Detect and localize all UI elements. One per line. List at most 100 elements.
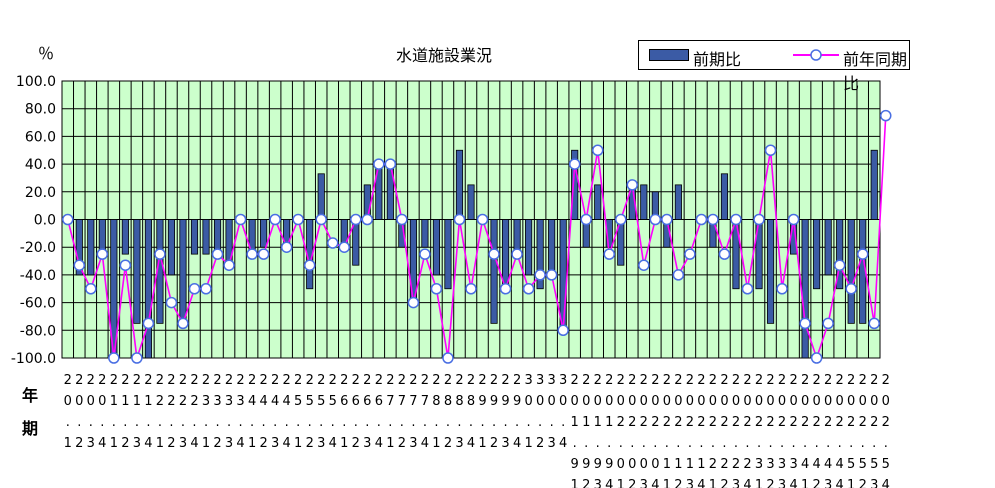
x-tick-label: 1 xyxy=(294,436,302,451)
point-yoy xyxy=(522,283,535,295)
x-tick-label: . xyxy=(815,436,819,451)
x-tick-label: 1 xyxy=(156,436,164,451)
x-tick-label: . xyxy=(757,436,761,451)
x-tick-label: 2 xyxy=(386,373,394,388)
bar-qoq xyxy=(501,219,510,290)
x-tick-label: 4 xyxy=(271,394,279,409)
x-tick-label: 2 xyxy=(283,373,291,388)
x-tick-label: 0 xyxy=(524,394,532,409)
bar-qoq xyxy=(594,184,602,220)
x-tick-label: 5 xyxy=(870,457,878,472)
x-tick-label: 3 xyxy=(824,478,832,488)
point-yoy xyxy=(234,213,247,226)
x-tick-label: 2 xyxy=(628,373,636,388)
legend-label-qoq: 前期比 xyxy=(693,50,742,69)
x-tick-label: 0 xyxy=(882,394,890,409)
x-tick-label: 4 xyxy=(259,394,267,409)
x-tick-label: 2 xyxy=(766,373,774,388)
x-tick-label: 2 xyxy=(87,373,95,388)
x-tick-label: 9 xyxy=(594,457,602,472)
x-tick-label: 2 xyxy=(478,373,486,388)
x-tick-label: 2 xyxy=(259,436,267,451)
x-tick-label: 4 xyxy=(836,457,844,472)
x-tick-label: 2 xyxy=(75,373,83,388)
x-tick-label: 2 xyxy=(720,478,728,488)
bar-qoq xyxy=(432,219,441,276)
x-tick-label: 0 xyxy=(651,457,659,472)
x-tick-label: . xyxy=(676,436,680,451)
x-tick-label: 0 xyxy=(720,394,728,409)
x-tick-label: . xyxy=(538,415,542,430)
x-tick-label: . xyxy=(262,415,266,430)
x-tick-label: 2 xyxy=(836,415,844,430)
x-tick-label: . xyxy=(112,415,116,430)
x-tick-label: 1 xyxy=(582,415,590,430)
x-tick-label: 1 xyxy=(755,478,763,488)
bar-qoq xyxy=(317,173,325,220)
y-tick-label: 100.0 xyxy=(16,74,56,90)
x-tick-label: . xyxy=(469,415,473,430)
x-tick-label: 2 xyxy=(720,373,728,388)
x-tick-label: 2 xyxy=(167,436,175,451)
x-tick-label: 2 xyxy=(859,415,867,430)
x-tick-label: 0 xyxy=(559,394,567,409)
x-tick-label: 1 xyxy=(121,394,129,409)
x-tick-label: 4 xyxy=(283,436,291,451)
point-yoy xyxy=(280,241,293,253)
x-tick-label: 0 xyxy=(605,394,613,409)
x-tick-label: 0 xyxy=(674,394,682,409)
bar-qoq xyxy=(571,149,579,220)
x-tick-label: 3 xyxy=(640,478,648,488)
x-tick-label: 0 xyxy=(536,394,544,409)
x-tick-label: 3 xyxy=(548,373,556,388)
x-tick-label: 4 xyxy=(824,457,832,472)
x-tick-label: . xyxy=(826,436,830,451)
point-yoy xyxy=(880,109,892,122)
point-yoy xyxy=(246,248,258,260)
y-tick-label: 40.0 xyxy=(25,157,56,173)
bar-qoq xyxy=(260,219,268,248)
x-tick-label: 2 xyxy=(490,373,498,388)
x-tick-label: 2 xyxy=(605,373,613,388)
x-tick-label: 0 xyxy=(847,394,855,409)
x-tick-label: 3 xyxy=(202,394,210,409)
x-tick-label: . xyxy=(377,415,381,430)
x-tick-label: 0 xyxy=(663,394,671,409)
point-yoy xyxy=(718,248,731,260)
x-tick-label: 2 xyxy=(582,373,590,388)
x-tick-label: 1 xyxy=(663,478,671,488)
x-tick-label: 4 xyxy=(812,457,820,472)
point-yoy xyxy=(453,213,466,226)
x-tick-label: 2 xyxy=(594,373,602,388)
x-tick-label: 2 xyxy=(398,436,406,451)
point-yoy xyxy=(326,237,339,249)
point-yoy xyxy=(499,283,512,295)
x-tick-label: 7 xyxy=(386,394,394,409)
x-tick-label: . xyxy=(619,436,623,451)
x-tick-label: 1 xyxy=(663,457,671,472)
chart-title: 水道施設業況 xyxy=(396,46,493,65)
x-tick-label: 1 xyxy=(594,415,602,430)
x-tick-label: 2 xyxy=(306,436,314,451)
y-tick-label: -80.0 xyxy=(20,323,56,339)
point-yoy xyxy=(476,213,489,226)
x-tick-label: 2 xyxy=(167,394,175,409)
x-tick-label: 2 xyxy=(501,373,509,388)
x-tick-label: 1 xyxy=(64,436,72,451)
x-tick-label: . xyxy=(215,415,219,430)
point-yoy xyxy=(108,352,120,364)
x-tick-label: 2 xyxy=(444,436,452,451)
x-tick-label: 1 xyxy=(847,478,855,488)
x-tick-label: 3 xyxy=(755,457,763,472)
x-tick-label: 2 xyxy=(870,373,878,388)
x-tick-label: . xyxy=(146,415,150,430)
x-tick-label: 2 xyxy=(755,373,763,388)
x-tick-label: . xyxy=(411,415,415,430)
x-tick-label: . xyxy=(792,436,796,451)
x-tick-label: 9 xyxy=(605,457,613,472)
x-tick-label: 2 xyxy=(697,373,705,388)
legend-bar-swatch xyxy=(649,49,689,61)
x-tick-label: 2 xyxy=(663,415,671,430)
point-yoy xyxy=(649,213,662,226)
x-tick-label: . xyxy=(642,436,646,451)
